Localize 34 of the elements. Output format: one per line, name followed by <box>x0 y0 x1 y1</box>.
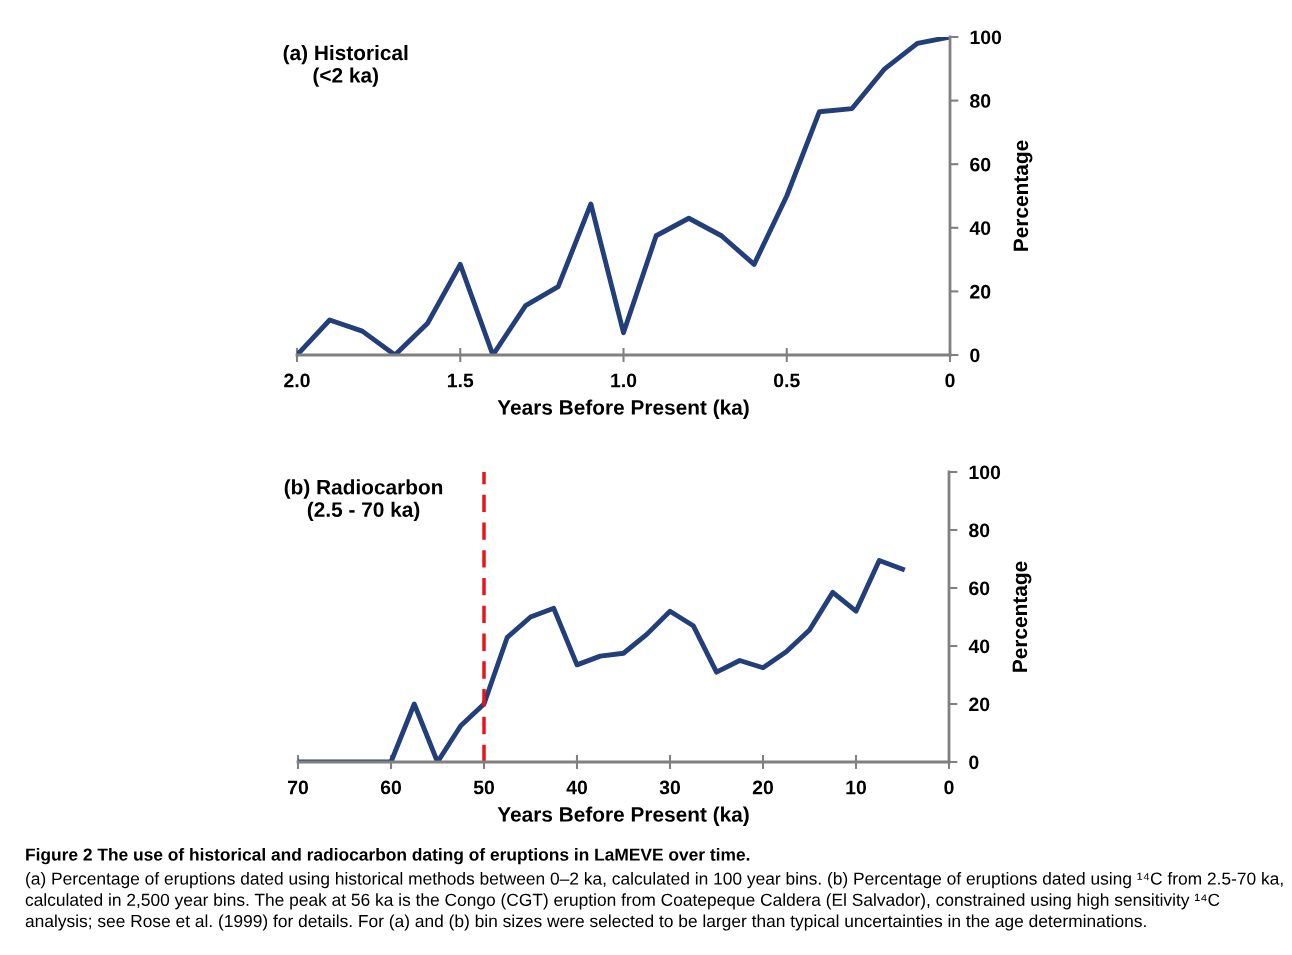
x-tick-label: 0.5 <box>774 373 800 388</box>
y-tick-label: 20 <box>969 697 990 712</box>
x-tick-label: 30 <box>659 780 681 795</box>
y-tick-label: 20 <box>970 284 991 299</box>
x-tick-label: 20 <box>752 780 774 795</box>
x-tick-label: 0 <box>944 780 954 795</box>
y-tick-label: 100 <box>969 465 1001 480</box>
x-tick-label: 0 <box>945 373 955 388</box>
x-tick-label: 60 <box>380 780 402 795</box>
y-tick-label: 0 <box>970 348 980 363</box>
y-tick-label: 0 <box>969 755 979 770</box>
y-tick-label: 40 <box>968 639 990 654</box>
x-tick-label: 2.0 <box>284 373 310 388</box>
text: (a) Historical (<2 ka) <box>283 44 408 87</box>
text: (a) Percentage of eruptions dated using historical methods between 0–2 ka, calculated in 100 year bins. (b) Percentage of eruptions dated using ¹⁴C from 2.5-70 ka, calculated in 2,500 year bins. The peak at 56 ka is the Congo (CGT) eruption from Coatepeque Caldera (El Salvador), constrained using high sensitivity ¹⁴C analysis; see Rose et al. (1999) for details. For (a) and (b) bin sizes were selected to be larger than typical uncertainties in the age determinations. <box>25 872 1283 931</box>
x-tick-label: 10 <box>846 780 867 795</box>
y-tick-label: 40 <box>969 221 991 236</box>
y-tick-label: 80 <box>970 94 991 108</box>
caption: Figure 2 The use of historical and radiocarbon dating of eruptions in LaMEVE over time. <box>26 848 750 865</box>
y-axis-title: Percentage <box>1013 140 1033 251</box>
x-axis-title: Years Before Present (ka) <box>497 806 749 826</box>
y-axis-title: Percentage <box>1012 561 1032 672</box>
text: (b) Radiocarbon (2.5 - 70 ka) <box>284 479 443 522</box>
x-tick-label: 1.0 <box>611 373 637 388</box>
x-axis-title: Years Before Present (ka) <box>497 399 749 419</box>
y-tick-label: 60 <box>970 157 991 172</box>
x-tick-label: 1.5 <box>447 373 474 388</box>
x-tick-label: 50 <box>473 780 495 795</box>
x-tick-label: 40 <box>566 780 588 795</box>
x-tick-label: 70 <box>288 780 309 795</box>
y-tick-label: 100 <box>970 30 1002 45</box>
y-tick-label: 60 <box>969 581 990 596</box>
y-tick-label: 80 <box>969 523 990 538</box>
line-series <box>298 558 905 762</box>
